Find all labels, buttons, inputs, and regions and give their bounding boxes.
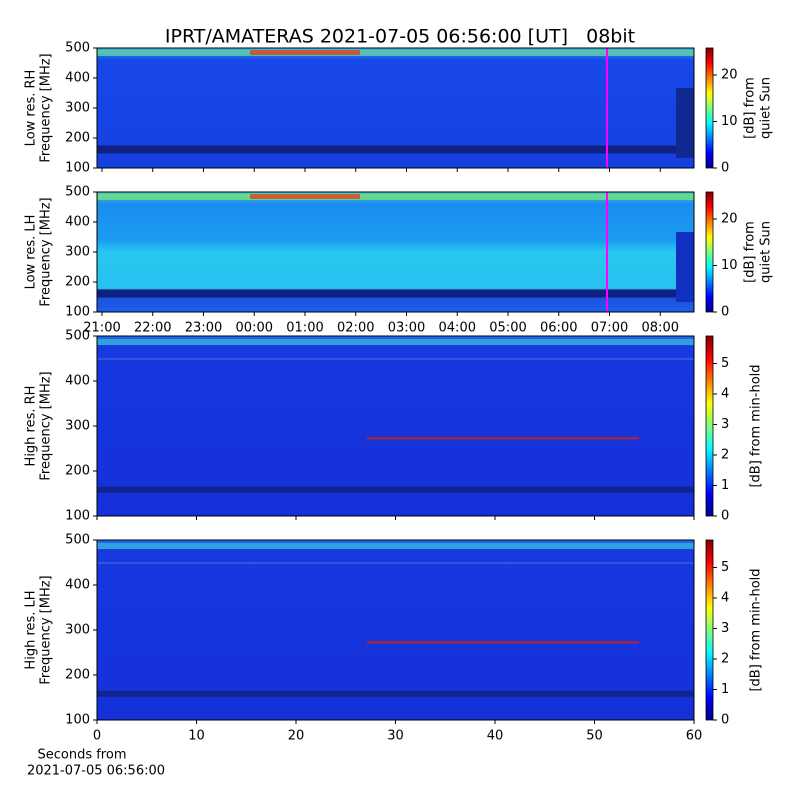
burst: [250, 194, 360, 199]
y-tick-label: 200: [65, 131, 90, 146]
edge: [676, 88, 694, 158]
colorbar-label: [dB] from min-hold: [749, 568, 764, 691]
x-tick-label: 05:00: [489, 321, 526, 336]
colorbar-tick-label: 1: [721, 682, 729, 697]
strip: [97, 339, 694, 345]
y-tick-label: 100: [65, 305, 90, 320]
burst: [250, 50, 360, 55]
y-tick-label: 300: [65, 101, 90, 116]
line-feature: [367, 437, 639, 440]
y-tick-label: 400: [65, 374, 90, 389]
y-tick-label: 300: [65, 245, 90, 260]
colorbar-label: [dB] from: [743, 77, 758, 139]
y-tick-label: 100: [65, 713, 90, 728]
x-axis-label: Seconds from: [37, 748, 126, 763]
y-axis-label: Low res. LH: [24, 215, 39, 290]
spectrogram: [97, 540, 694, 720]
colorbar-tick-label: 20: [721, 211, 738, 226]
colorbar-tick-label: 20: [721, 67, 738, 82]
x-tick-label: 22:00: [134, 321, 171, 336]
colorbar-label: quiet Sun: [759, 77, 774, 139]
line-feature: [97, 562, 694, 564]
y-tick-label: 200: [65, 668, 90, 683]
colorbar-tick-label: 5: [721, 356, 729, 371]
y-tick-label: 200: [65, 275, 90, 290]
y-tick-label: 300: [65, 623, 90, 638]
strip: [97, 543, 694, 549]
x-tick-label: 0: [93, 729, 101, 744]
strip: [97, 194, 694, 200]
band: [97, 690, 694, 697]
colorbar-label: quiet Sun: [759, 221, 774, 283]
x-tick-label: 02:00: [337, 321, 374, 336]
y-axis-label: Low res. RH: [24, 70, 39, 147]
y-tick-label: 100: [65, 509, 90, 524]
band: [97, 145, 694, 154]
y-tick-label: 500: [65, 185, 90, 200]
colorbar-tick-label: 0: [721, 713, 729, 728]
y-tick-label: 100: [65, 161, 90, 176]
y-tick-label: 400: [65, 578, 90, 593]
y-tick-label: 500: [65, 329, 90, 344]
x-tick-label: 21:00: [83, 321, 120, 336]
colorbar-tick-label: 3: [721, 417, 729, 432]
colorbar: [705, 539, 714, 721]
colorbar-label: [dB] from: [743, 221, 758, 283]
x-tick-label: 01:00: [286, 321, 323, 336]
colorbar-tick-label: 1: [721, 478, 729, 493]
x-tick-label: 10: [188, 729, 205, 744]
x-tick-label: 03:00: [388, 321, 425, 336]
colorbar-tick-label: 3: [721, 621, 729, 636]
y-tick-label: 400: [65, 71, 90, 86]
y-tick-label: 300: [65, 419, 90, 434]
spectrogram: [97, 336, 694, 516]
colorbar-tick-label: 4: [721, 386, 729, 401]
y-axis-label: High res. LH: [24, 590, 39, 669]
x-tick-label: 60: [686, 729, 703, 744]
y-axis-label: Frequency [MHz]: [39, 53, 54, 162]
x-tick-label: 20: [288, 729, 305, 744]
colorbar-tick-label: 5: [721, 560, 729, 575]
colorbar-tick-label: 0: [721, 305, 729, 320]
colorbar-tick-label: 2: [721, 447, 729, 462]
colorbar-tick-label: 0: [721, 509, 729, 524]
x-tick-label: 08:00: [642, 321, 679, 336]
colorbar-tick-label: 10: [721, 114, 738, 129]
x-tick-label: 50: [586, 729, 603, 744]
x-tick-label: 06:00: [540, 321, 577, 336]
x-tick-label: 00:00: [236, 321, 273, 336]
line-feature: [367, 641, 639, 644]
y-tick-label: 400: [65, 215, 90, 230]
colorbar-tick-label: 4: [721, 590, 729, 605]
colorbar-tick-label: 0: [721, 161, 729, 176]
x-tick-label: 30: [387, 729, 404, 744]
colorbar: [705, 191, 714, 313]
y-tick-label: 500: [65, 533, 90, 548]
figure-title: IPRT/AMATERAS 2021-07-05 06:56:00 [UT] 0…: [165, 26, 635, 48]
y-axis-label: Frequency [MHz]: [39, 197, 54, 306]
colorbar: [705, 47, 714, 169]
x-tick-label: 23:00: [185, 321, 222, 336]
y-tick-label: 200: [65, 464, 90, 479]
colorbar: [705, 335, 714, 517]
x-axis-label: 2021-07-05 06:56:00: [27, 764, 165, 779]
y-axis-label: Frequency [MHz]: [39, 371, 54, 480]
colorbar-tick-label: 10: [721, 258, 738, 273]
y-axis-label: High res. RH: [24, 386, 39, 467]
colorbar-label: [dB] from min-hold: [749, 364, 764, 487]
line-feature: [97, 358, 694, 360]
band: [97, 289, 694, 298]
band: [97, 486, 694, 493]
strip: [97, 50, 694, 56]
y-axis-label: Frequency [MHz]: [39, 575, 54, 684]
edge: [676, 232, 694, 302]
colorbar-tick-label: 2: [721, 651, 729, 666]
x-tick-label: 04:00: [439, 321, 476, 336]
x-tick-label: 40: [487, 729, 504, 744]
y-tick-label: 500: [65, 41, 90, 56]
x-tick-label: 07:00: [591, 321, 628, 336]
